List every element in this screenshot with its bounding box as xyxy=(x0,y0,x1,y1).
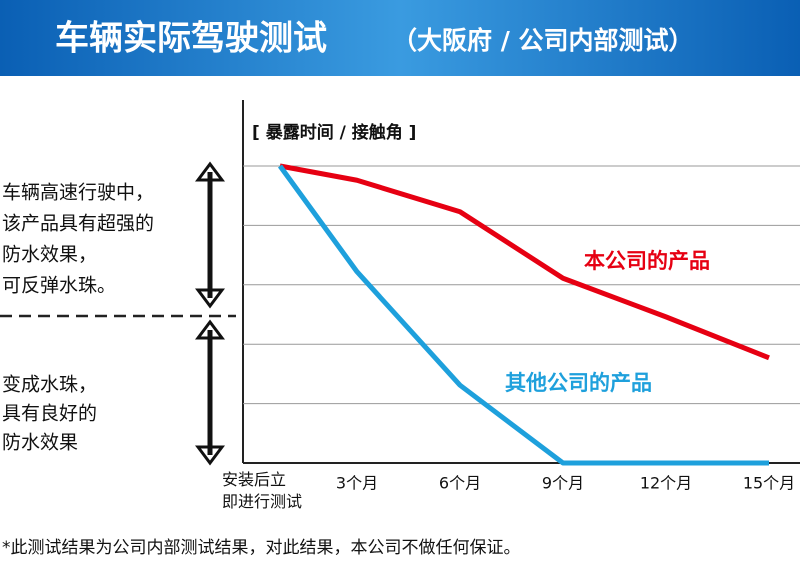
arrow-top xyxy=(195,161,225,309)
annotation-line: 具有良好的 xyxy=(2,403,97,425)
annotation-line: 该产品具有超强的 xyxy=(2,213,154,235)
annotation-line: 可反弹水珠。 xyxy=(2,275,116,297)
title-banner xyxy=(0,0,800,76)
chart-title: 车辆实际驾驶测试 xyxy=(55,19,327,59)
chart-subtitle: （大阪府 / 公司内部测试） xyxy=(392,26,694,55)
footnote: *此测试结果为公司内部测试结果，对此结果，本公司不做任何保证。 xyxy=(2,538,521,558)
series-line xyxy=(277,164,769,466)
annotation-line: 防水效果， xyxy=(2,244,97,266)
annotation-line: 防水效果 xyxy=(2,432,78,454)
x-tick-label: 15个月 xyxy=(743,474,795,493)
x-tick-label: 6个月 xyxy=(439,474,481,493)
y-axis-label: [ 暴露时间 / 接触角 ] xyxy=(252,122,416,143)
annotation-line: 变成水珠， xyxy=(2,374,97,396)
arrow-bottom xyxy=(195,319,225,466)
series-label: 其他公司的产品 xyxy=(505,371,652,395)
x-tick-label: 3个月 xyxy=(336,474,378,493)
x-tick-label: 12个月 xyxy=(640,474,692,493)
x-tick-label: 9个月 xyxy=(542,474,584,493)
annotation-line: 车辆高速行驶中， xyxy=(2,182,154,204)
series-label: 本公司的产品 xyxy=(584,249,710,273)
x-tick-label: 安装后立即进行测试 xyxy=(222,470,302,511)
series-line xyxy=(279,163,770,361)
